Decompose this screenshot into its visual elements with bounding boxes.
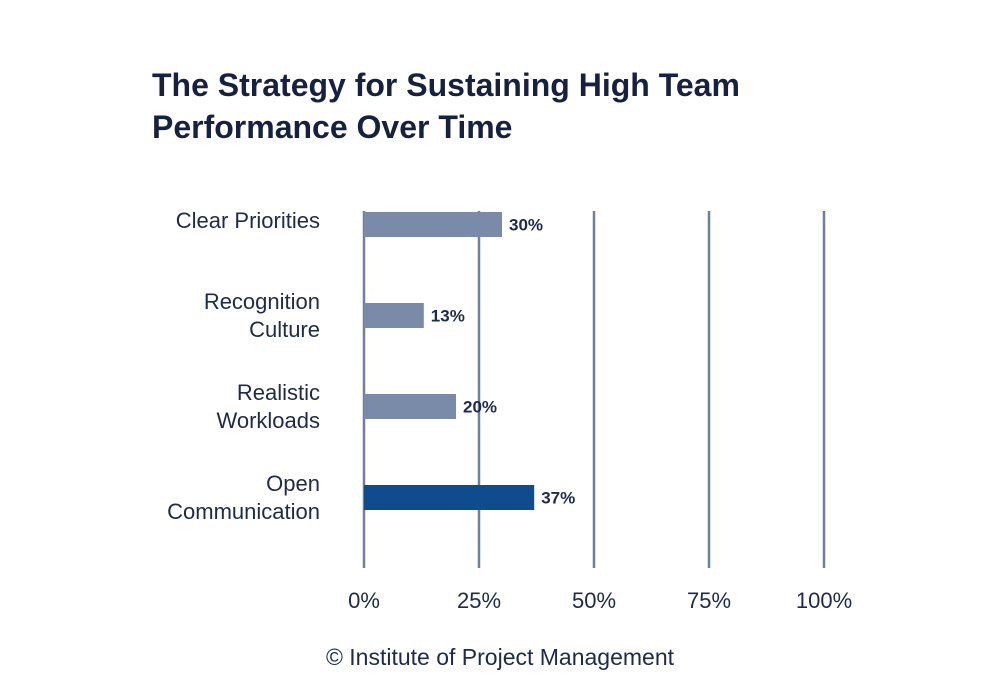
category-label: Clear Priorities [176, 208, 320, 233]
category-label: Open Communication [167, 471, 320, 524]
gridlines [362, 211, 826, 568]
data-label: 30% [509, 216, 543, 235]
x-tick-label: 75% [687, 588, 731, 613]
category-label: Recognition Culture [204, 289, 320, 342]
bar-chart: Clear Priorities Recognition Culture Realis… [167, 208, 852, 613]
x-axis-tick-labels: 0% 25% 50% 75% 100% [348, 588, 852, 613]
bar [364, 394, 456, 419]
bars [364, 212, 535, 510]
x-tick-label: 0% [348, 588, 380, 613]
x-tick-label: 25% [457, 588, 501, 613]
x-tick-label: 100% [796, 588, 852, 613]
x-tick-label: 50% [572, 588, 616, 613]
chart-title: The Strategy for Sustaining High Team Pe… [152, 67, 740, 145]
bar [364, 485, 535, 510]
bar [364, 303, 424, 328]
category-labels: Clear Priorities Recognition Culture Realis… [167, 208, 320, 524]
value-labels: 30% 13% 20% 37% [431, 216, 575, 508]
data-label: 13% [431, 307, 465, 326]
data-label: 37% [541, 489, 575, 508]
source-credit: © Institute of Project Management [325, 644, 675, 670]
bar [364, 212, 502, 237]
data-label: 20% [463, 398, 497, 417]
category-label: Realistic Workloads [216, 380, 320, 433]
